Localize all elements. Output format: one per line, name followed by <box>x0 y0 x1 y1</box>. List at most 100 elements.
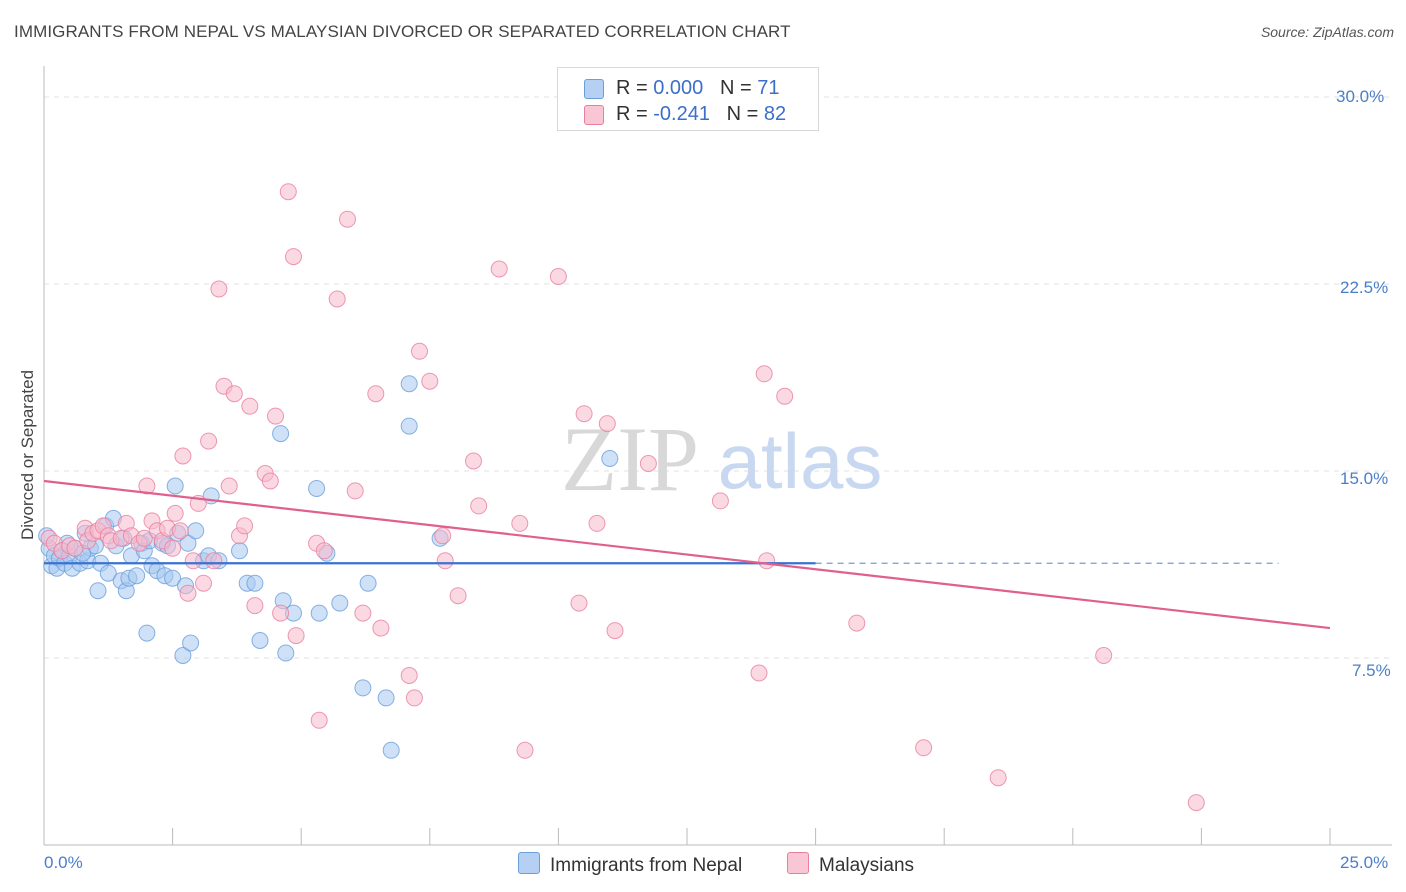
malaysians-point <box>465 452 482 470</box>
r-label: R = <box>616 103 654 125</box>
y-tick-label-22.5: 22.5% <box>1340 278 1389 297</box>
malaysians-point <box>267 407 284 425</box>
malaysians-point <box>848 614 866 632</box>
malaysians-point <box>205 552 223 570</box>
nepal-point <box>382 741 400 759</box>
malaysians-point <box>210 280 228 298</box>
malaysians-point <box>315 542 333 560</box>
malaysians-point <box>346 482 364 500</box>
malaysians-point <box>1187 794 1205 812</box>
stats-legend: R = 0.000 N = 71 R = -0.241 N = 82 <box>557 67 819 131</box>
data-points <box>38 183 1205 812</box>
malaysians-point <box>135 529 153 547</box>
malaysians-point <box>179 584 197 602</box>
malaysians-point <box>279 183 297 201</box>
nepal-point <box>138 624 156 642</box>
nepal-point <box>251 632 269 649</box>
malaysians-point <box>164 539 182 557</box>
nepal-point <box>377 689 395 707</box>
malaysians-point <box>225 385 243 403</box>
malaysians-point <box>195 574 212 592</box>
malaysians-point <box>200 432 218 450</box>
nepal-point <box>182 634 200 652</box>
nepal-point <box>331 594 349 612</box>
malaysians-point <box>174 447 192 465</box>
malaysians-point <box>246 597 264 615</box>
malaysians-point <box>339 210 356 228</box>
nepal-point <box>277 644 295 662</box>
malaysians-point <box>261 472 279 490</box>
malaysians-point <box>411 342 428 360</box>
n-label: N = <box>726 103 764 125</box>
malaysians-point <box>287 627 305 645</box>
malaysians-point <box>516 741 534 759</box>
r-label: R = <box>616 77 654 99</box>
malaysians-point <box>711 492 729 510</box>
legend-label-nepal: Immigrants from Nepal <box>550 855 743 876</box>
y-tick-label-30: 30.0% <box>1336 87 1385 106</box>
trend-lines <box>43 479 1331 630</box>
malaysians-point <box>606 622 624 640</box>
malaysians-point <box>405 689 423 707</box>
y-tick-label-15: 15.0% <box>1340 469 1389 488</box>
n-value: 71 <box>757 77 780 99</box>
legend-item-nepal[interactable]: Immigrants from Nepal <box>518 852 742 877</box>
malaysians-point <box>310 711 328 729</box>
malaysians-legend-swatch <box>787 852 809 874</box>
watermark-atlas: atlas <box>718 417 883 505</box>
malaysians-point <box>758 552 776 570</box>
malaysians-point <box>449 587 467 605</box>
malaysians-point <box>549 268 567 285</box>
malaysians-point <box>66 539 84 557</box>
x-tick-label-1: 25.0% <box>1340 853 1389 872</box>
malaysians-point <box>171 522 189 540</box>
malaysians-point <box>184 552 202 570</box>
nepal-point <box>164 569 182 587</box>
source-label: Source: ZipAtlas.com <box>1260 24 1394 40</box>
malaysians-point <box>236 517 254 535</box>
legend-item-malaysians[interactable]: Malaysians <box>787 852 914 877</box>
malaysians-swatch <box>584 105 604 125</box>
malaysians-point <box>989 769 1007 787</box>
malaysians-point <box>354 604 372 622</box>
y-axis-title: Divorced or Separated <box>18 369 37 541</box>
nepal-point <box>272 425 290 443</box>
nepal-point <box>99 564 117 582</box>
malaysians-point <box>639 455 657 472</box>
malaysians-point <box>421 372 439 390</box>
malaysians-point <box>372 619 390 637</box>
malaysians-point <box>570 594 588 612</box>
malaysians-point <box>511 514 529 532</box>
malaysians-point <box>588 514 606 532</box>
nepal-point <box>400 375 418 393</box>
chart-title: IMMIGRANTS FROM NEPAL VS MALAYSIAN DIVOR… <box>14 22 791 41</box>
r-value: 0.000 <box>653 77 704 99</box>
nepal-point <box>187 522 205 540</box>
malaysians-point <box>436 552 454 570</box>
malaysians-trend-line <box>43 479 1331 630</box>
malaysians-point <box>328 290 346 308</box>
y-tick-label-7.5: 7.5% <box>1352 661 1391 680</box>
malaysians-point <box>598 415 616 433</box>
nepal-point <box>128 567 146 585</box>
r-value: -0.241 <box>653 103 710 125</box>
nepal-point <box>354 679 372 697</box>
grid-lines <box>44 96 1392 659</box>
axes <box>43 66 1392 846</box>
malaysians-point <box>755 365 773 383</box>
x-tick-label-0: 0.0% <box>44 853 83 872</box>
watermark-zip: ZIP <box>561 408 699 510</box>
nepal-point <box>310 604 328 622</box>
nepal-point <box>246 574 264 592</box>
nepal-point <box>601 450 619 467</box>
malaysians-point <box>776 387 794 405</box>
nepal-point <box>231 542 248 560</box>
malaysians-point <box>138 477 156 495</box>
malaysians-point <box>490 260 508 278</box>
malaysians-point <box>285 248 302 266</box>
malaysians-point <box>367 385 385 403</box>
nepal-point <box>308 480 326 497</box>
legend-label-malaysians: Malaysians <box>819 855 915 876</box>
n-label: N = <box>719 77 758 99</box>
